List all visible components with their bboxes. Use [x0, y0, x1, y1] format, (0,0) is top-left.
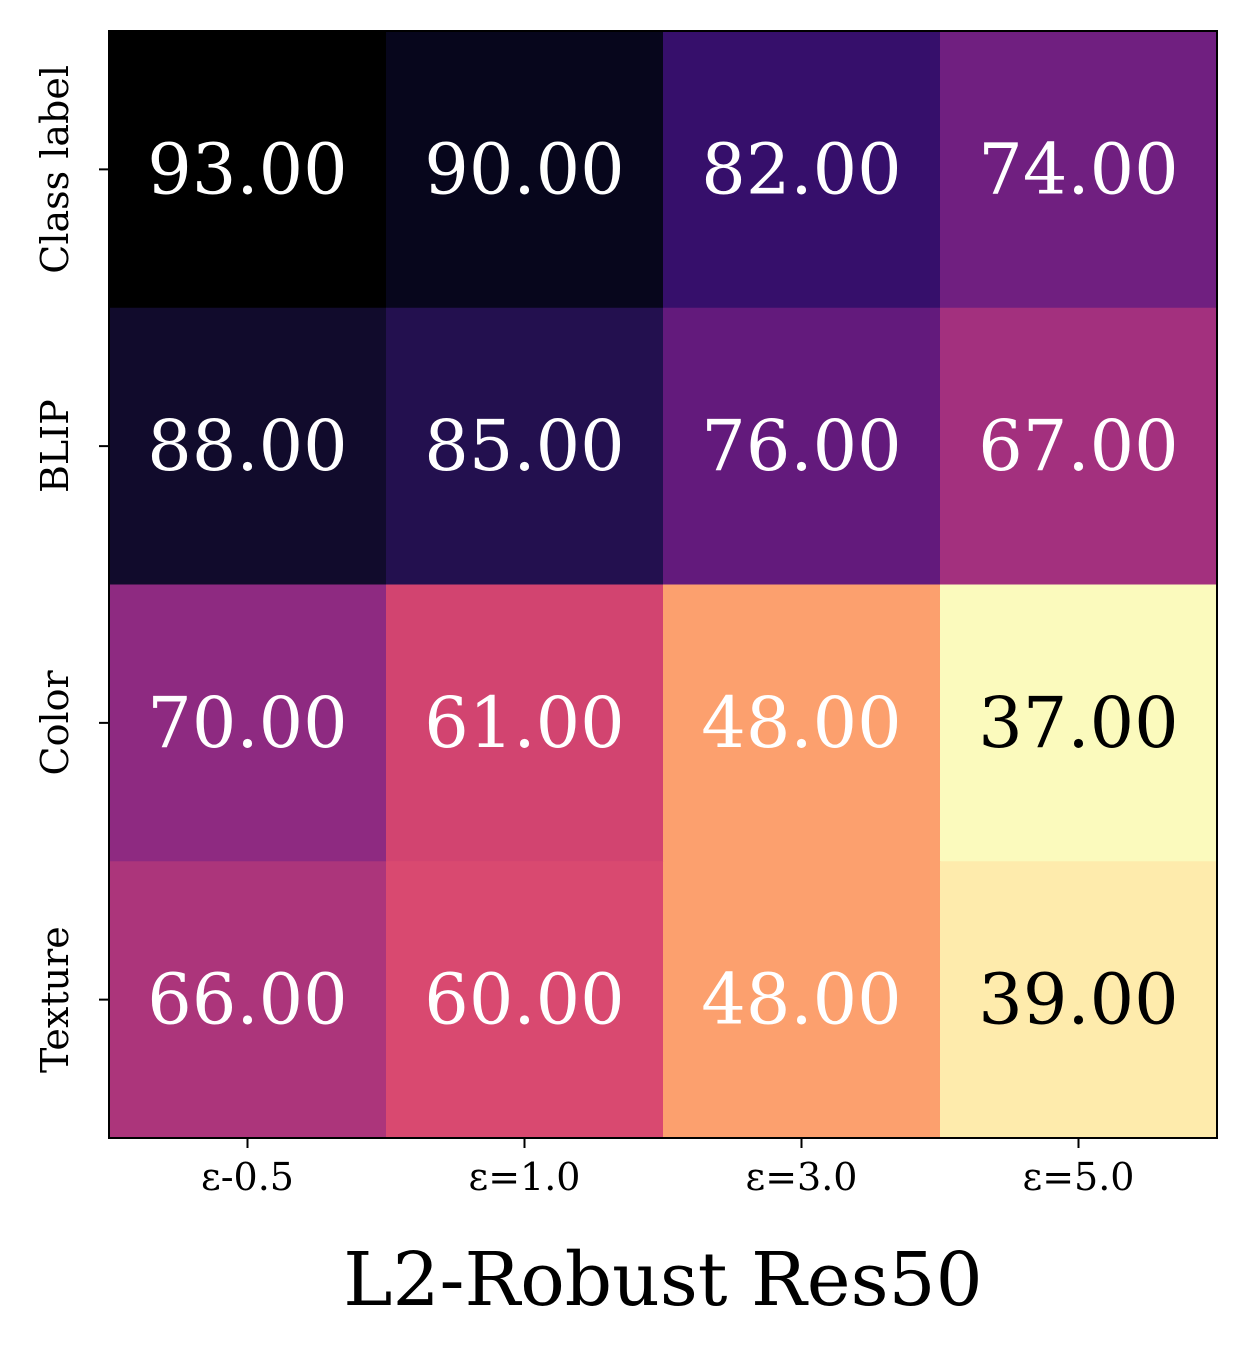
cell-value-label: 37.00 [978, 682, 1178, 764]
x-tick-label: ε=5.0 [1023, 1155, 1135, 1199]
y-tick-label: BLIP [33, 399, 77, 493]
plot-frame [108, 30, 1218, 1139]
x-tick-label: ε=3.0 [746, 1155, 858, 1199]
cell-value-label: 66.00 [147, 959, 347, 1041]
y-tick-label: Texture [33, 926, 77, 1073]
cell-value-label: 85.00 [424, 405, 624, 487]
heatmap-cell [386, 307, 664, 585]
cell-value-label: 74.00 [978, 128, 1178, 210]
heatmap-cell [940, 584, 1218, 862]
x-tick-label: ε-0.5 [201, 1155, 294, 1199]
heatmap-cell [386, 584, 664, 862]
y-tick-label: Color [33, 669, 77, 775]
cell-value-label: 39.00 [978, 959, 1178, 1041]
cell-value-label: 48.00 [701, 682, 901, 764]
heatmap-cell [940, 31, 1218, 309]
cell-value-label: 70.00 [147, 682, 347, 764]
x-tick-label: ε=1.0 [469, 1155, 581, 1199]
heatmap-cell [663, 584, 941, 862]
cell-value-label: 60.00 [424, 959, 624, 1041]
heatmap-cell [109, 307, 387, 585]
cell-value-label: 76.00 [701, 405, 901, 487]
heatmap-cell [663, 307, 941, 585]
x-axis-label: L2-Robust Res50 [343, 1237, 982, 1323]
cell-value-label: 61.00 [424, 682, 624, 764]
heatmap-cell [940, 861, 1218, 1139]
cell-value-label: 48.00 [701, 959, 901, 1041]
heatmap-cell [663, 861, 941, 1139]
cell-value-label: 88.00 [147, 405, 347, 487]
heatmap-cell [386, 861, 664, 1139]
heatmap-cells [109, 31, 1218, 1139]
heatmap-cell [109, 584, 387, 862]
cell-value-label: 93.00 [147, 128, 347, 210]
heatmap-cell [109, 31, 387, 309]
heatmap-cell [663, 31, 941, 309]
y-axis-ticks: Class label BLIP Color Texture [33, 65, 109, 1073]
heatmap-cell-labels: 93.00 90.00 82.00 74.00 88.00 85.00 76.00 67.00… [147, 128, 1178, 1040]
cell-value-label: 82.00 [701, 128, 901, 210]
heatmap-cell [109, 861, 387, 1139]
heatmap-cell [940, 307, 1218, 585]
cell-value-label: 67.00 [978, 405, 1178, 487]
x-axis-ticks: ε-0.5 ε=1.0 ε=3.0 ε=5.0 [201, 1138, 1134, 1199]
heatmap-cell [386, 31, 664, 309]
cell-value-label: 90.00 [424, 128, 624, 210]
y-tick-label: Class label [33, 65, 77, 274]
